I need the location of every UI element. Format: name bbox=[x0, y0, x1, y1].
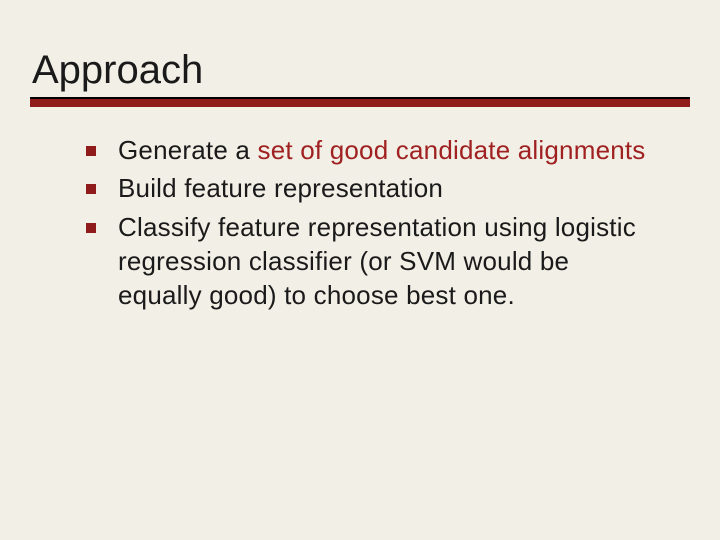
title-rule bbox=[30, 97, 690, 107]
bullet-text: Generate a set of good candidate alignme… bbox=[118, 133, 660, 167]
slide: Approach Generate a set of good candidat… bbox=[0, 0, 720, 540]
bullet-prefix: Classify feature representation using lo… bbox=[118, 212, 636, 311]
list-item: Build feature representation bbox=[86, 171, 660, 205]
slide-title: Approach bbox=[32, 48, 690, 99]
slide-content: Generate a set of good candidate alignme… bbox=[30, 107, 690, 313]
bullet-prefix: Build feature representation bbox=[118, 173, 443, 203]
bullet-highlight: set of good candidate alignments bbox=[258, 135, 646, 165]
list-item: Classify feature representation using lo… bbox=[86, 210, 660, 313]
bullet-text: Classify feature representation using lo… bbox=[118, 210, 660, 313]
bullet-icon bbox=[86, 223, 96, 233]
bullet-icon bbox=[86, 184, 96, 194]
bullet-icon bbox=[86, 146, 96, 156]
bullet-text: Build feature representation bbox=[118, 171, 660, 205]
list-item: Generate a set of good candidate alignme… bbox=[86, 133, 660, 167]
bullet-prefix: Generate a bbox=[118, 135, 258, 165]
